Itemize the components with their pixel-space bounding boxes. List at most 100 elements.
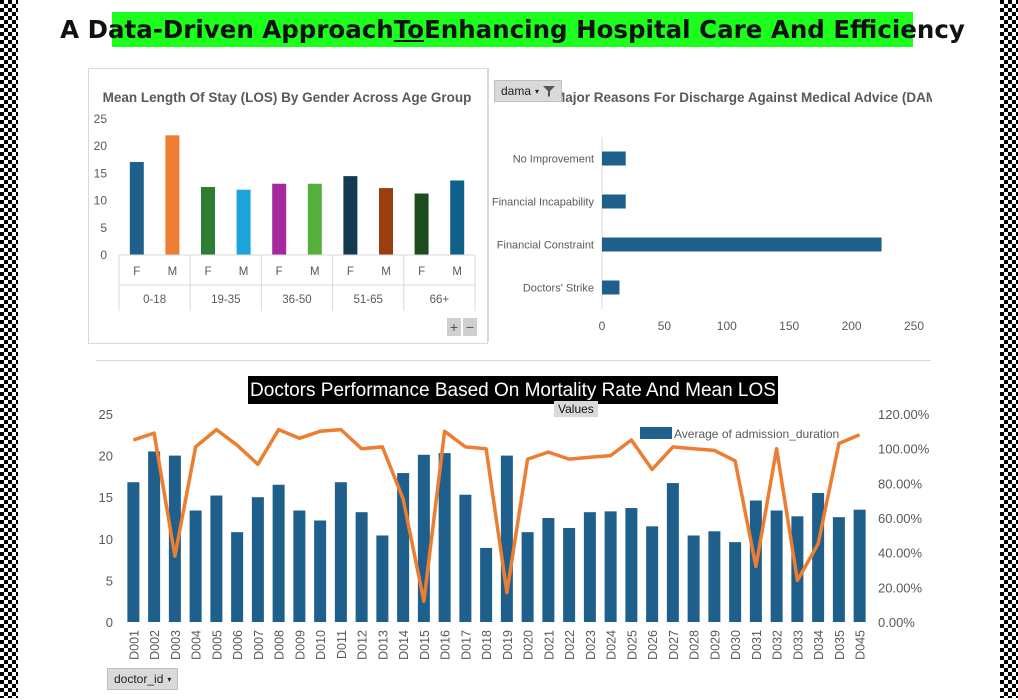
doctors-bar [334, 482, 347, 622]
doctor-id-label: D018 [480, 630, 494, 660]
doctors-y-tick-label: 0 [106, 615, 113, 630]
los-bar [165, 135, 180, 255]
legend-label: Average of admission_duration [674, 427, 839, 441]
doctors-bar [272, 484, 285, 622]
checker-border-left [0, 0, 18, 698]
los-age-group-label: 66+ [430, 294, 450, 306]
doctor-filter-button[interactable]: doctor_id ▾ [107, 668, 179, 690]
los-gender-label: M [310, 266, 320, 278]
doctors-bar [583, 512, 596, 622]
doctor-id-label: D035 [833, 630, 847, 660]
doctors-bar [189, 510, 202, 622]
doctors-bar [832, 517, 845, 622]
dama-filter-button[interactable]: dama ▾ [494, 80, 563, 102]
doctor-id-label: D013 [376, 630, 390, 660]
doctor-id-label: D011 [335, 630, 349, 659]
doctors-bar [148, 451, 161, 622]
los-gender-label: M [381, 266, 391, 278]
collapse-button[interactable]: − [463, 318, 477, 336]
los-gender-label: F [418, 266, 425, 278]
los-y-tick-label: 25 [94, 112, 108, 126]
checker-border-right [1000, 0, 1018, 698]
los-bar [450, 180, 465, 255]
los-bar [129, 161, 144, 255]
los-y-tick-label: 0 [100, 248, 107, 262]
doctor-id-label: D034 [812, 630, 826, 660]
los-zoom-controls: + − [447, 318, 477, 336]
doctors-bar [355, 512, 368, 622]
doctors-y-tick-label: 5 [106, 573, 113, 588]
dama-chart-title: Major Reasons For Discharge Against Medi… [554, 90, 932, 105]
dama-x-tick-label: 150 [779, 319, 799, 333]
doctors-y2-tick-label: 20.00% [878, 580, 923, 595]
doctors-bar [646, 526, 659, 622]
doctor-id-label: D026 [646, 630, 660, 660]
dama-bar [602, 237, 882, 252]
dama-bar [602, 194, 626, 209]
doctors-bar [168, 455, 181, 622]
los-y-tick-label: 10 [94, 194, 108, 208]
doctors-bar [542, 518, 555, 622]
doctors-bar [210, 495, 223, 622]
doctor-id-label: D032 [771, 630, 785, 660]
mortality-line [132, 427, 861, 603]
doctors-y2-tick-label: 120.00% [878, 407, 930, 422]
doctor-id-label: D019 [501, 630, 515, 660]
doctors-bar [480, 547, 493, 622]
los-bar [272, 183, 287, 255]
doctor-id-label: D004 [190, 630, 204, 660]
doctor-id-label: D002 [148, 630, 162, 660]
dropdown-arrow-icon: ▾ [167, 674, 172, 684]
doctor-id-label: D017 [459, 630, 473, 660]
los-gender-label: M [168, 266, 178, 278]
los-gender-label: M [452, 266, 462, 278]
los-chart: Mean Length Of Stay (LOS) By Gender Acro… [94, 90, 476, 311]
doctor-id-label: D030 [729, 630, 743, 660]
expand-button[interactable]: + [447, 318, 461, 336]
doctor-id-label: D007 [252, 630, 266, 660]
doctors-y-tick-label: 20 [99, 449, 113, 464]
doctor-id-label: D001 [127, 630, 141, 660]
doctors-y-tick-label: 10 [99, 532, 113, 547]
doctors-bar [666, 483, 679, 622]
doctors-bar [314, 520, 327, 622]
doctor-id-label: D031 [750, 630, 764, 660]
doctors-bar [500, 455, 513, 622]
doctors-y-tick-label: 25 [99, 407, 113, 422]
doctor-id-label: D006 [231, 630, 245, 660]
dama-x-tick-label: 100 [717, 319, 737, 333]
los-age-group-label: 19-35 [211, 294, 240, 306]
doctors-chart-panel: Doctors Performance Based On Mortality R… [96, 360, 931, 695]
doctor-id-label: D012 [356, 630, 370, 660]
los-bar [343, 176, 358, 255]
doctors-bar [376, 535, 389, 622]
los-y-tick-label: 5 [100, 221, 107, 235]
doctors-bar [812, 493, 825, 622]
doctor-id-label: D005 [210, 630, 224, 660]
doctor-id-label: D015 [418, 630, 432, 660]
dama-filter-label: dama [501, 84, 532, 98]
los-chart-title: Mean Length Of Stay (LOS) By Gender Acro… [103, 90, 472, 105]
dama-category-label: No Improvement [513, 154, 594, 166]
doctors-bar [459, 494, 472, 622]
los-bar [307, 183, 322, 255]
dama-bar [602, 151, 626, 166]
doctors-bar [231, 532, 244, 622]
los-bar [414, 193, 429, 255]
doctors-bar [729, 542, 742, 622]
dama-chart: Major Reasons For Discharge Against Medi… [492, 90, 951, 333]
los-bar [236, 189, 251, 255]
doctors-bar [604, 511, 617, 622]
doctors-y-tick-label: 15 [99, 490, 113, 505]
dama-category-label: Financial Constraint [497, 240, 594, 252]
los-age-group-label: 51-65 [353, 294, 382, 306]
dama-bar [602, 280, 620, 295]
dama-category-label: Doctors' Strike [523, 283, 594, 295]
dama-x-tick-label: 250 [904, 319, 924, 333]
doctors-bar [521, 532, 534, 622]
dama-category-label: Financial Incapability [492, 197, 595, 209]
doctors-bar [625, 508, 638, 622]
doctor-id-label: D024 [605, 630, 619, 660]
los-age-group-label: 36-50 [282, 294, 311, 306]
doctors-y2-tick-label: 60.00% [878, 511, 923, 526]
